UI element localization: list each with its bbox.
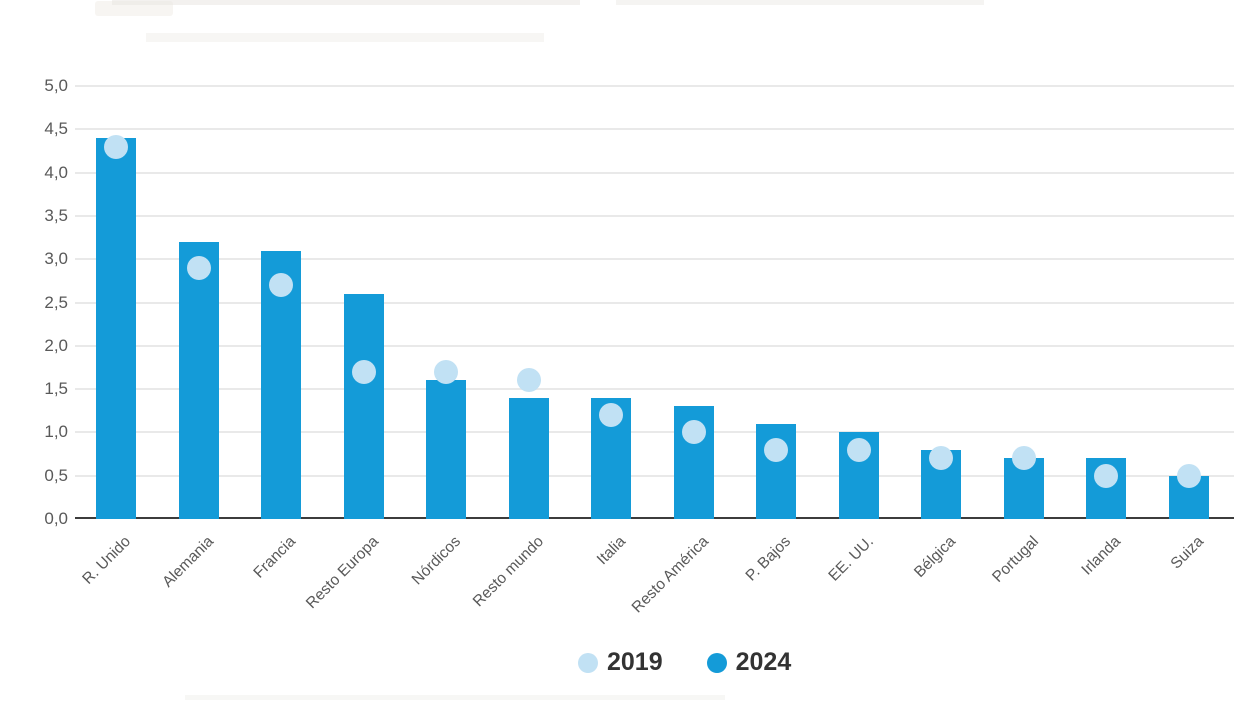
dot-2019 (681, 420, 706, 445)
gridline (75, 258, 1234, 261)
dot-2019 (104, 134, 129, 159)
gridline (75, 214, 1234, 217)
y-axis-tick-label: 2,5 (44, 292, 68, 312)
gridline (75, 474, 1234, 477)
y-axis-tick-label: 2,0 (44, 335, 68, 355)
legend-item-2024: 2024 (706, 648, 792, 677)
x-axis-line (75, 517, 1234, 519)
dot-2019 (929, 446, 954, 471)
dot-2019 (269, 273, 294, 298)
bar-2024 (178, 241, 219, 519)
gridline (75, 171, 1234, 174)
dot-2019 (846, 437, 871, 462)
bar-2024 (343, 293, 384, 519)
bar-2024 (426, 380, 467, 519)
y-axis-tick-label: 4,0 (44, 162, 68, 182)
cropped-source-line-remnant (185, 695, 725, 700)
dot-2019 (1176, 463, 1201, 488)
gridline (75, 431, 1234, 434)
gridline (75, 388, 1234, 391)
cropped-logo-remnant (95, 1, 173, 16)
dot-2019 (1011, 446, 1036, 471)
legend: 2019 2024 (578, 648, 791, 677)
y-axis-tick-label: 0,5 (44, 465, 68, 485)
y-axis-tick-label: 3,0 (44, 249, 68, 269)
cropped-title-remnant-right (616, 0, 984, 5)
cropped-title-remnant-left (112, 0, 580, 5)
dot-2019 (186, 255, 211, 280)
gridline (75, 128, 1234, 131)
legend-swatch-2024-circle-icon (706, 652, 727, 673)
y-axis-tick-label: 0,0 (44, 509, 68, 528)
y-axis-tick-label: 5,0 (44, 76, 68, 95)
gridline (75, 344, 1234, 347)
legend-label-2024: 2024 (735, 648, 792, 676)
gridline (75, 301, 1234, 304)
y-axis-tick-label: 1,5 (44, 379, 68, 399)
bar-2024 (96, 137, 137, 519)
legend-swatch-2019-circle-icon (578, 652, 598, 673)
dot-2019 (516, 368, 541, 393)
y-axis-tick-label: 1,0 (44, 422, 68, 442)
dot-2019 (1094, 463, 1119, 488)
legend-label-2019: 2019 (607, 648, 663, 676)
dot-2019 (351, 359, 376, 384)
dot-2019 (599, 403, 624, 428)
cropped-subtitle-remnant (146, 33, 544, 42)
dot-2019 (764, 437, 789, 462)
bar-2024 (508, 397, 549, 519)
gridline (75, 85, 1234, 87)
legend-item-2019: 2019 (578, 648, 663, 677)
y-axis-tick-label: 3,5 (44, 205, 68, 225)
dot-2019 (434, 359, 459, 384)
y-axis-tick-label: 4,5 (44, 119, 68, 139)
